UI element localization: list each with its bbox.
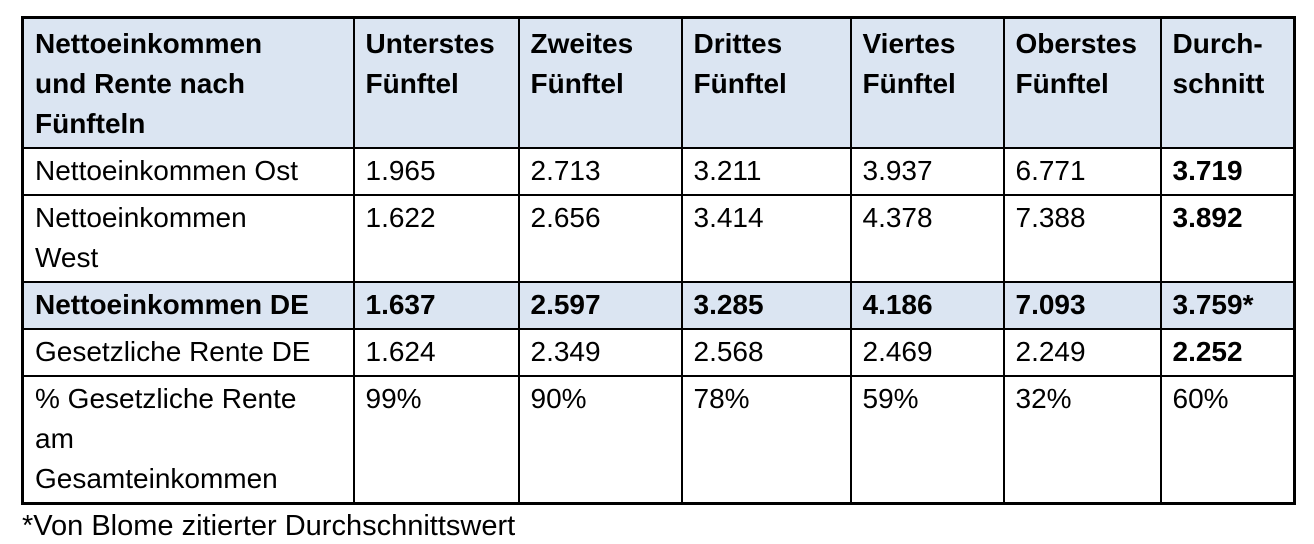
cell-value: 78% xyxy=(680,375,852,505)
cell-value: 2.252 xyxy=(1159,328,1296,377)
cell-value: 1.624 xyxy=(352,328,520,377)
cell-value: 3.892 xyxy=(1159,194,1296,283)
row-label: Nettoeinkommen Ost xyxy=(21,147,355,196)
row-label: Nettoeinkommen West xyxy=(21,194,355,283)
cell-value: 2.469 xyxy=(849,328,1005,377)
cell-value: 1.622 xyxy=(352,194,520,283)
table-row: Gesetzliche Rente DE 1.624 2.349 2.568 2.469… xyxy=(21,328,1296,377)
footnote: *Von Blome zitierter Durchschnittswert xyxy=(22,510,516,542)
column-header: Unterstes Fünftel xyxy=(352,16,520,149)
cell-value: 60% xyxy=(1159,375,1296,505)
cell-value: 3.285 xyxy=(680,281,852,330)
row-label: Nettoeinkommen DE xyxy=(21,281,355,330)
cell-value: 90% xyxy=(517,375,683,505)
cell-value: 6.771 xyxy=(1002,147,1162,196)
cell-value: 3.414 xyxy=(680,194,852,283)
column-header: Durch- schnitt xyxy=(1159,16,1296,149)
cell-value: 2.349 xyxy=(517,328,683,377)
cell-value: 3.211 xyxy=(680,147,852,196)
cell-value: 3.937 xyxy=(849,147,1005,196)
cell-value: 4.378 xyxy=(849,194,1005,283)
cell-value: 2.656 xyxy=(517,194,683,283)
table-row: Nettoeinkommen DE 1.637 2.597 3.285 4.186 7.0… xyxy=(21,281,1296,330)
column-header: Drittes Fünftel xyxy=(680,16,852,149)
cell-value: 7.093 xyxy=(1002,281,1162,330)
column-header: Oberstes Fünftel xyxy=(1002,16,1162,149)
page: Nettoeinkommen und Rente nach Fünfteln U… xyxy=(21,16,1296,544)
income-pension-table: Nettoeinkommen und Rente nach Fünfteln U… xyxy=(21,16,1296,505)
column-header: Zweites Fünftel xyxy=(517,16,683,149)
cell-value: 2.713 xyxy=(517,147,683,196)
cell-value: 3.719 xyxy=(1159,147,1296,196)
cell-value: 2.597 xyxy=(517,281,683,330)
cell-value: 32% xyxy=(1002,375,1162,505)
cell-value: 59% xyxy=(849,375,1005,505)
cell-value: 99% xyxy=(352,375,520,505)
cell-value: 1.965 xyxy=(352,147,520,196)
cell-value: 4.186 xyxy=(849,281,1005,330)
table-body: Nettoeinkommen Ost 1.965 2.713 3.211 3.937 6.… xyxy=(21,147,1296,505)
cell-value: 2.568 xyxy=(680,328,852,377)
row-label: Gesetzliche Rente DE xyxy=(21,328,355,377)
table-row: Nettoeinkommen Ost 1.965 2.713 3.211 3.937 6.… xyxy=(21,147,1296,196)
table-row: % Gesetzliche Rente am Gesamteinkommen 99… xyxy=(21,375,1296,505)
cell-value: 7.388 xyxy=(1002,194,1162,283)
row-label: % Gesetzliche Rente am Gesamteinkommen xyxy=(21,375,355,505)
column-header: Viertes Fünftel xyxy=(849,16,1005,149)
table-title-cell: Nettoeinkommen und Rente nach Fünfteln xyxy=(21,16,355,149)
cell-value: 2.249 xyxy=(1002,328,1162,377)
header-row: Nettoeinkommen und Rente nach Fünfteln U… xyxy=(21,16,1296,149)
cell-value: 3.759* xyxy=(1159,281,1296,330)
table-row: Nettoeinkommen West 1.622 2.656 3.414 4.378 7… xyxy=(21,194,1296,283)
cell-value: 1.637 xyxy=(352,281,520,330)
